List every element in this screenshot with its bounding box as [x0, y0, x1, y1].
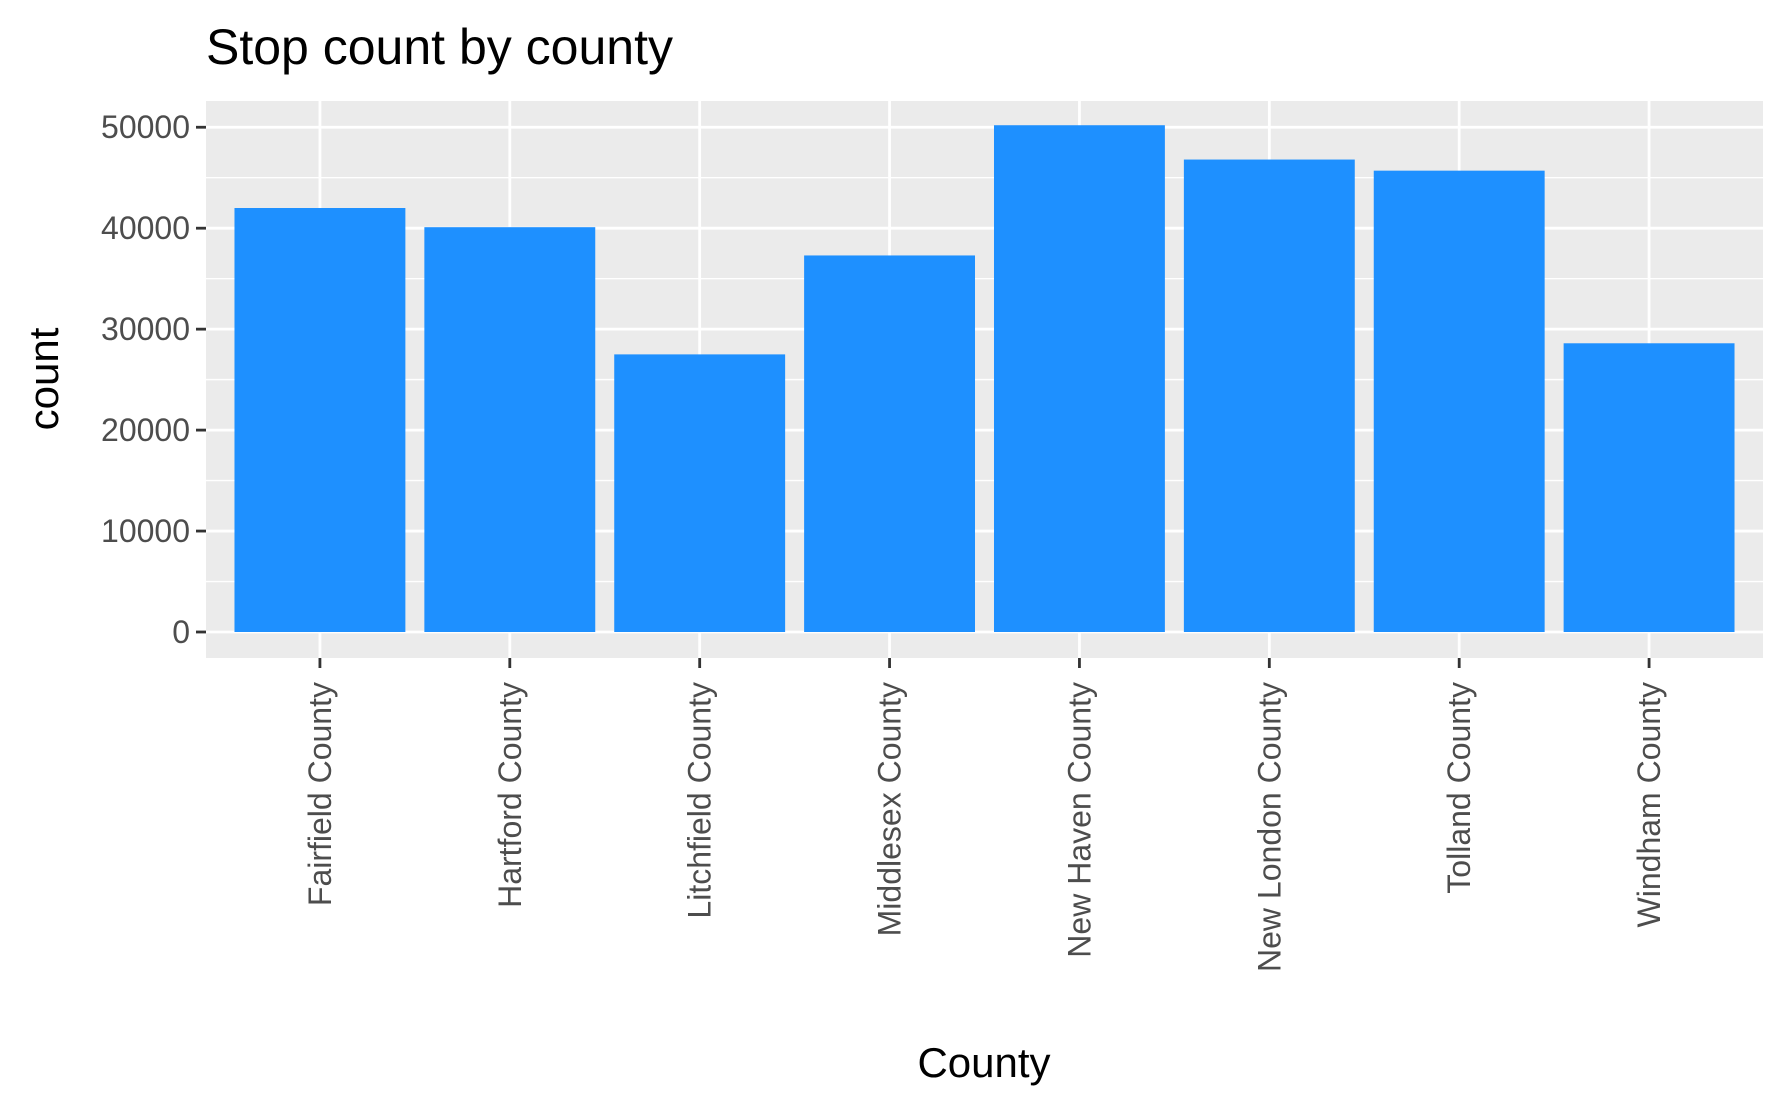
chart-title: Stop count by county — [206, 19, 673, 75]
bar — [993, 125, 1165, 632]
x-tick-label: Middlesex County — [872, 682, 908, 936]
y-axis-title: count — [20, 327, 67, 430]
y-tick-label: 50000 — [101, 109, 190, 145]
x-axis-title: County — [917, 1039, 1050, 1086]
bar — [1373, 170, 1545, 633]
bar — [1563, 343, 1735, 632]
y-tick-label: 0 — [172, 614, 190, 650]
y-tick-label: 10000 — [101, 513, 190, 549]
x-axis: Fairfield County Hartford County Litchfiel… — [302, 658, 1667, 972]
bar — [424, 227, 596, 632]
x-tick-label: Fairfield County — [302, 682, 338, 906]
x-tick-label: Windham County — [1631, 682, 1667, 927]
x-tick-label: Litchfield County — [682, 682, 718, 919]
y-tick-label: 20000 — [101, 412, 190, 448]
bar — [614, 354, 786, 632]
x-tick-label: New London County — [1251, 682, 1287, 972]
y-axis: 0 10000 20000 30000 40000 50000 — [101, 109, 206, 650]
y-tick-label: 30000 — [101, 311, 190, 347]
x-tick-label: Hartford County — [492, 682, 528, 908]
x-tick-label: Tolland County — [1441, 682, 1477, 894]
bar — [234, 208, 406, 632]
bar — [1183, 159, 1355, 632]
bar — [804, 255, 976, 632]
x-tick-label: New Haven County — [1061, 682, 1097, 958]
bars — [234, 125, 1735, 633]
y-tick-label: 40000 — [101, 210, 190, 246]
